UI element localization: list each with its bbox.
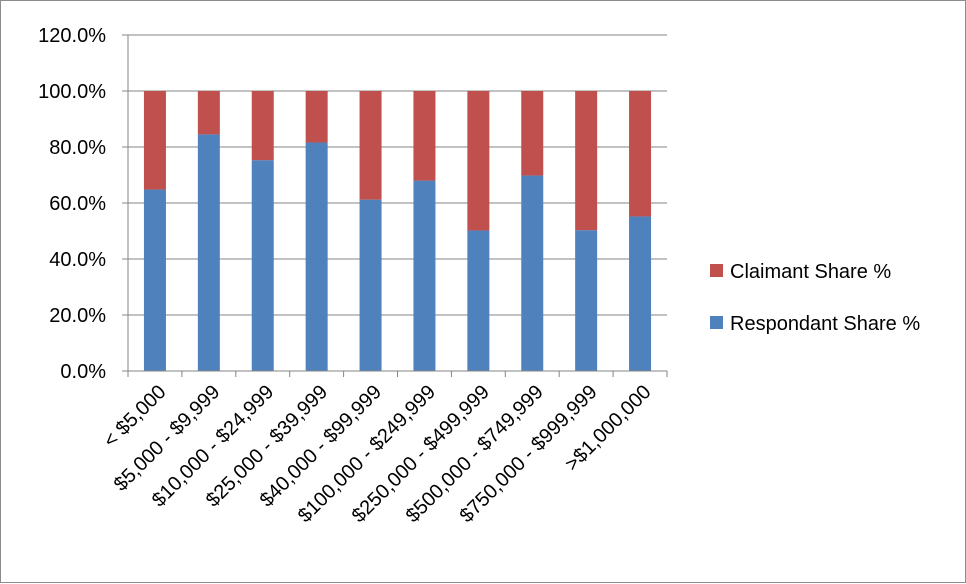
x-tick-labels: < $5,000$5,000 - $9,999$10,000 - $24,999… xyxy=(99,381,655,527)
legend-swatch xyxy=(710,264,723,277)
bar-claimant-share xyxy=(467,91,490,231)
bar-respondant-share xyxy=(251,160,274,371)
bar-respondant-share xyxy=(197,134,220,371)
y-tick-labels: 0.0% 20.0% 40.0% 60.0% 80.0% 100.0% 120.0% xyxy=(38,25,106,383)
bar-respondant-share xyxy=(359,199,382,371)
legend-label: Claimant Share % xyxy=(730,261,891,283)
bar-claimant-share xyxy=(521,91,544,176)
bar-respondant-share xyxy=(413,180,436,371)
y-tick-label: 0.0% xyxy=(60,361,106,383)
bar-respondant-share xyxy=(143,189,166,371)
bar-claimant-share xyxy=(629,91,652,217)
y-tick-label: 40.0% xyxy=(49,249,106,271)
bar-respondant-share xyxy=(629,216,652,371)
bar-claimant-share xyxy=(413,91,436,181)
bar-claimant-share xyxy=(197,91,220,135)
legend: Claimant Share % Respondant Share % xyxy=(710,261,920,335)
bar-claimant-share xyxy=(575,91,598,231)
y-tick-label: 20.0% xyxy=(49,305,106,327)
y-tick-label: 60.0% xyxy=(49,193,106,215)
bar-respondant-share xyxy=(521,175,544,371)
bar-claimant-share xyxy=(251,91,274,161)
bar-respondant-share xyxy=(305,142,328,371)
y-tick-label: 100.0% xyxy=(38,81,106,103)
bar-respondant-share xyxy=(575,230,598,371)
bar-claimant-share xyxy=(359,91,382,200)
y-tick-label: 80.0% xyxy=(49,137,106,159)
bars xyxy=(143,91,652,371)
bar-claimant-share xyxy=(305,91,328,143)
axes xyxy=(122,34,668,377)
y-tick-label: 120.0% xyxy=(38,25,106,47)
bar-claimant-share xyxy=(143,91,166,190)
bar-respondant-share xyxy=(467,230,490,371)
legend-label: Respondant Share % xyxy=(730,313,920,335)
legend-swatch xyxy=(710,316,723,329)
